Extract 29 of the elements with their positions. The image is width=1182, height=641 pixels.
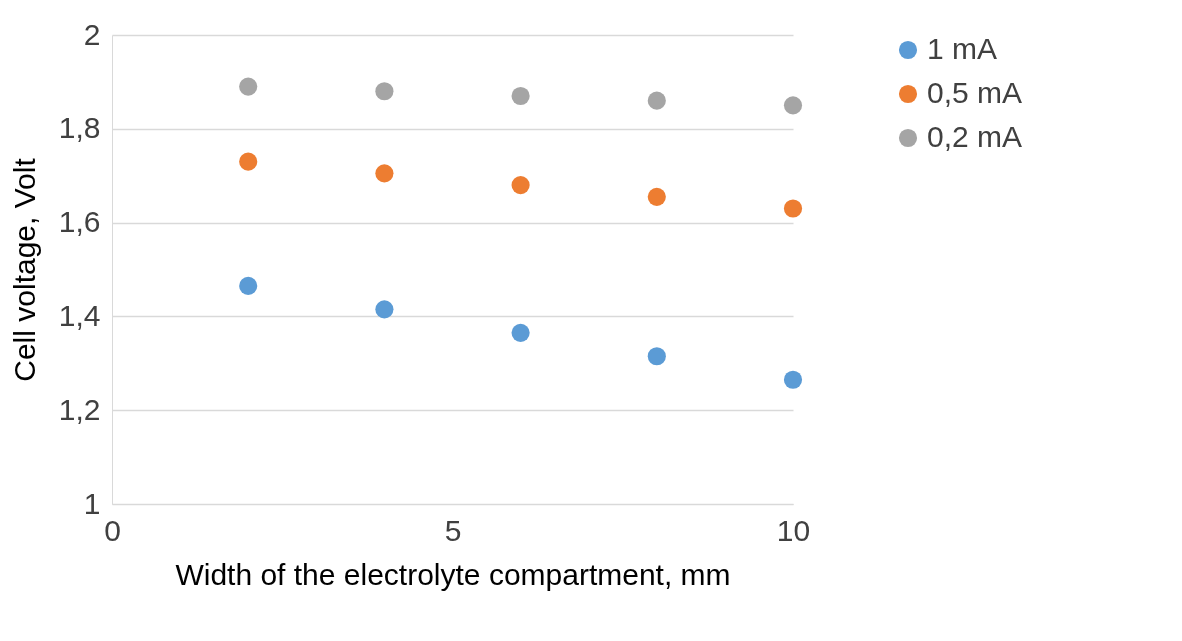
x-tick-label: 5 bbox=[444, 513, 462, 547]
legend-label: 1 mA bbox=[927, 32, 998, 65]
x-tick-label: 10 bbox=[776, 513, 811, 547]
point bbox=[647, 91, 666, 110]
y-tick-label: 1 bbox=[83, 486, 101, 520]
y-tick-label: 1,8 bbox=[58, 111, 101, 145]
y-tick-label: 1,6 bbox=[58, 205, 101, 239]
legend-label: 0,2 mA bbox=[927, 120, 1023, 153]
point bbox=[647, 347, 666, 366]
point bbox=[375, 82, 394, 101]
point bbox=[783, 370, 803, 389]
point bbox=[511, 323, 530, 342]
point bbox=[239, 276, 258, 295]
x-tick-label: 0 bbox=[104, 513, 121, 547]
point bbox=[647, 187, 666, 206]
point bbox=[511, 176, 530, 195]
y-tick-label: 1,4 bbox=[58, 298, 101, 332]
point bbox=[375, 164, 394, 183]
point bbox=[375, 300, 394, 319]
y-axis-title: Cell voltage, Volt bbox=[7, 157, 41, 382]
point bbox=[239, 77, 258, 96]
y-tick-label: 2 bbox=[83, 17, 101, 51]
y-tick-label: 1,2 bbox=[58, 392, 101, 426]
legend-label: 0,5 mA bbox=[927, 76, 1023, 109]
point bbox=[239, 152, 258, 171]
point bbox=[783, 96, 803, 115]
point bbox=[511, 86, 530, 106]
point bbox=[783, 199, 803, 218]
x-axis-title: Width of the electrolyte compartment, mm bbox=[175, 557, 731, 591]
